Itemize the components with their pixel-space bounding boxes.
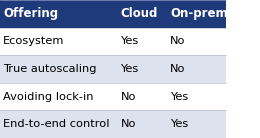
FancyBboxPatch shape: [118, 110, 167, 138]
FancyBboxPatch shape: [118, 55, 167, 83]
FancyBboxPatch shape: [118, 0, 167, 28]
FancyBboxPatch shape: [167, 0, 226, 28]
Text: Avoiding lock-in: Avoiding lock-in: [3, 92, 93, 102]
Text: No: No: [170, 36, 186, 46]
FancyBboxPatch shape: [118, 28, 167, 55]
FancyBboxPatch shape: [0, 110, 118, 138]
FancyBboxPatch shape: [167, 28, 226, 55]
FancyBboxPatch shape: [0, 0, 118, 28]
Text: Cloud: Cloud: [121, 7, 158, 20]
Text: Yes: Yes: [121, 36, 139, 46]
Text: No: No: [170, 64, 186, 74]
FancyBboxPatch shape: [167, 83, 226, 110]
Text: No: No: [121, 119, 136, 129]
Text: On-premises: On-premises: [170, 7, 254, 20]
FancyBboxPatch shape: [0, 83, 118, 110]
Text: Offering: Offering: [3, 7, 58, 20]
FancyBboxPatch shape: [118, 83, 167, 110]
Text: Ecosystem: Ecosystem: [3, 36, 64, 46]
FancyBboxPatch shape: [167, 55, 226, 83]
Text: No: No: [121, 92, 136, 102]
FancyBboxPatch shape: [0, 28, 118, 55]
Text: Yes: Yes: [121, 64, 139, 74]
Text: End-to-end control: End-to-end control: [3, 119, 109, 129]
Text: Yes: Yes: [170, 119, 188, 129]
Text: True autoscaling: True autoscaling: [3, 64, 96, 74]
FancyBboxPatch shape: [0, 55, 118, 83]
FancyBboxPatch shape: [167, 110, 226, 138]
Text: Yes: Yes: [170, 92, 188, 102]
